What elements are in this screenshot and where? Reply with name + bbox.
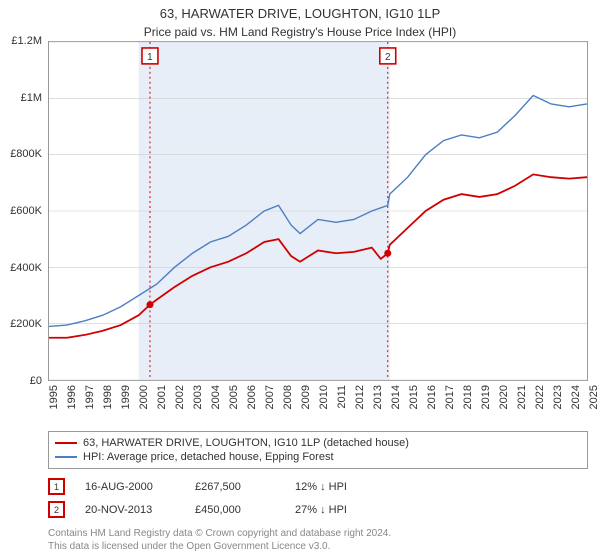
chart-area: 12 £0£200K£400K£600K£800K£1M£1.2M (48, 41, 588, 381)
x-tick-label: 2013 (372, 385, 384, 409)
x-tick-label: 2023 (552, 385, 564, 409)
legend-label: 63, HARWATER DRIVE, LOUGHTON, IG10 1LP (… (83, 437, 409, 449)
svg-text:2: 2 (385, 52, 391, 63)
sale-delta: 27% ↓ HPI (295, 504, 347, 516)
y-tick-label: £1M (21, 92, 48, 104)
x-tick-label: 2004 (210, 385, 222, 409)
y-tick-label: £600K (10, 205, 48, 217)
sales-table: 1 16-AUG-2000 £267,500 12% ↓ HPI 2 20-NO… (48, 475, 588, 521)
x-tick-label: 2015 (408, 385, 420, 409)
y-tick-label: £1.2M (11, 35, 48, 47)
x-tick-label: 2012 (354, 385, 366, 409)
x-tick-label: 2002 (174, 385, 186, 409)
x-tick-label: 2000 (138, 385, 150, 409)
y-tick-label: £400K (10, 262, 48, 274)
x-tick-label: 2014 (390, 385, 402, 409)
x-tick-label: 2010 (318, 385, 330, 409)
x-tick-label: 2024 (570, 385, 582, 409)
x-tick-label: 1997 (84, 385, 96, 409)
x-tick-label: 2011 (336, 385, 348, 409)
sale-row: 1 16-AUG-2000 £267,500 12% ↓ HPI (48, 475, 588, 498)
plot-svg: 12 (49, 42, 587, 380)
x-tick-label: 1998 (102, 385, 114, 409)
sale-marker-icon: 1 (48, 478, 65, 495)
x-tick-label: 2009 (300, 385, 312, 409)
chart-subtitle: Price paid vs. HM Land Registry's House … (0, 21, 600, 41)
sale-price: £450,000 (195, 504, 275, 516)
legend-swatch (55, 456, 77, 458)
sale-date: 20-NOV-2013 (85, 504, 175, 516)
x-tick-label: 2020 (498, 385, 510, 409)
x-tick-label: 2007 (264, 385, 276, 409)
x-tick-label: 2022 (534, 385, 546, 409)
x-tick-label: 2005 (228, 385, 240, 409)
x-tick-label: 1996 (66, 385, 78, 409)
x-axis-labels: 1995 1996 1997 1998 1999 2000 2001 2002 2003 2004… (48, 381, 588, 431)
sale-price: £267,500 (195, 481, 275, 493)
sale-delta: 12% ↓ HPI (295, 481, 347, 493)
x-tick-label: 2016 (426, 385, 438, 409)
x-tick-label: 2025 (588, 385, 600, 409)
x-tick-label: 2003 (192, 385, 204, 409)
plot-area: 12 (48, 41, 588, 381)
legend-item: 63, HARWATER DRIVE, LOUGHTON, IG10 1LP (… (55, 436, 581, 450)
x-tick-label: 2017 (444, 385, 456, 409)
x-tick-label: 2008 (282, 385, 294, 409)
footer: Contains HM Land Registry data © Crown c… (48, 527, 588, 553)
chart-title: 63, HARWATER DRIVE, LOUGHTON, IG10 1LP (0, 0, 600, 21)
x-tick-label: 2019 (480, 385, 492, 409)
legend: 63, HARWATER DRIVE, LOUGHTON, IG10 1LP (… (48, 431, 588, 469)
x-tick-label: 2006 (246, 385, 258, 409)
x-tick-label: 2018 (462, 385, 474, 409)
sale-marker-icon: 2 (48, 501, 65, 518)
y-tick-label: £800K (10, 148, 48, 160)
x-tick-label: 2001 (156, 385, 168, 409)
footer-line: This data is licensed under the Open Gov… (48, 540, 588, 553)
footer-line: Contains HM Land Registry data © Crown c… (48, 527, 588, 540)
legend-item: HPI: Average price, detached house, Eppi… (55, 450, 581, 464)
x-tick-label: 2021 (516, 385, 528, 409)
y-tick-label: £200K (10, 318, 48, 330)
svg-text:1: 1 (147, 52, 153, 63)
y-tick-label: £0 (30, 375, 48, 387)
legend-label: HPI: Average price, detached house, Eppi… (83, 451, 334, 463)
legend-swatch (55, 442, 77, 444)
x-tick-label: 1999 (120, 385, 132, 409)
sale-date: 16-AUG-2000 (85, 481, 175, 493)
x-tick-label: 1995 (48, 385, 60, 409)
sale-row: 2 20-NOV-2013 £450,000 27% ↓ HPI (48, 498, 588, 521)
